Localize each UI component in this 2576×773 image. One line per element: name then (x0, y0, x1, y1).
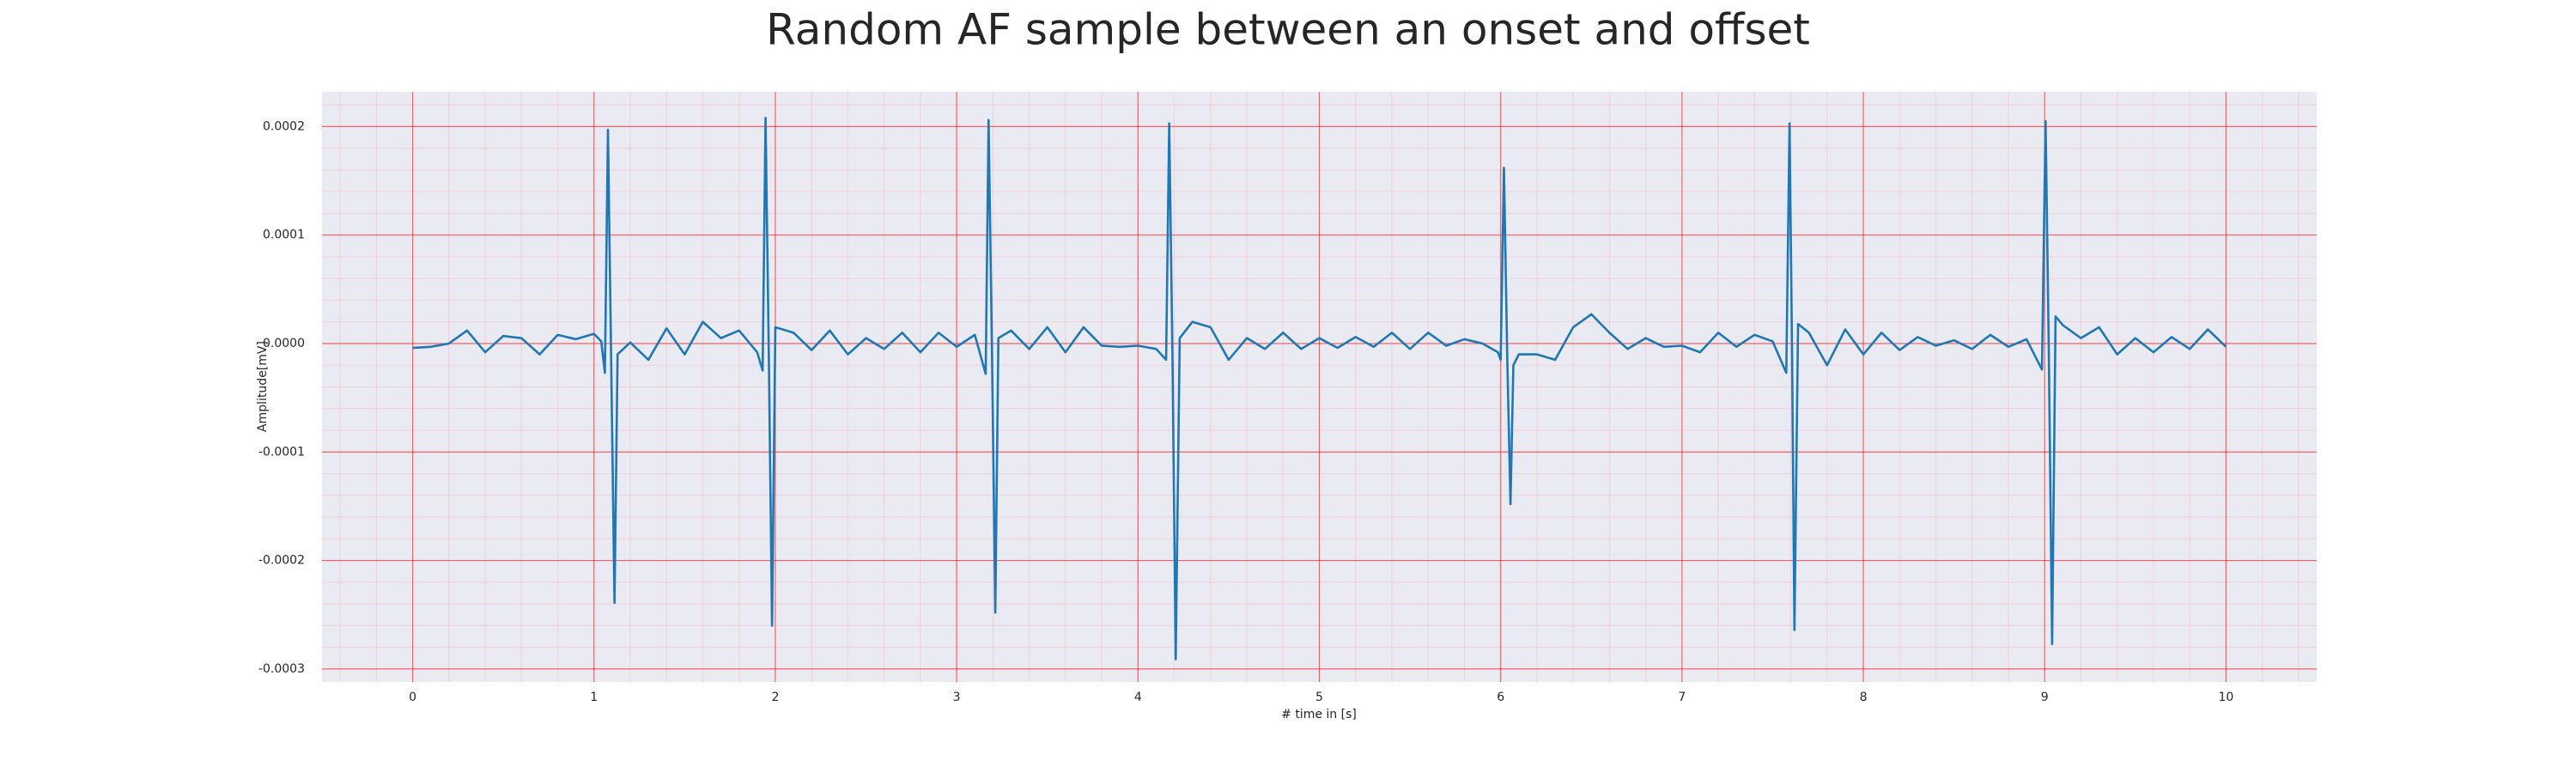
marks (412, 117, 2227, 660)
y-axis-label: Amplitude[mV] (256, 341, 270, 432)
x-tick-label: 5 (1315, 691, 1323, 704)
x-tick-label: 7 (1678, 691, 1686, 704)
y-tick-label: -0.0001 (258, 445, 305, 459)
x-tick-label: 9 (2041, 691, 2049, 704)
grid (322, 92, 2317, 682)
y-tick-label: -0.0002 (258, 554, 305, 568)
y-tick-label: -0.0003 (258, 662, 305, 676)
x-tick-label: 10 (2218, 691, 2233, 704)
y-tick-label: 0.0001 (263, 228, 305, 242)
x-tick-label: 2 (771, 691, 779, 704)
x-tick-label: 6 (1497, 691, 1504, 704)
x-tick-label: 3 (953, 691, 961, 704)
x-tick-label: 8 (1860, 691, 1868, 704)
y-tick-label: 0.0002 (263, 119, 305, 133)
x-axis-label: # time in [s] (1281, 708, 1357, 721)
x-tick-label: 4 (1134, 691, 1142, 704)
chart-title: Random AF sample between an onset and of… (766, 5, 1810, 55)
y-tick-label: 0.0000 (263, 337, 305, 350)
signal-line (412, 117, 2227, 660)
x-tick-label: 1 (590, 691, 598, 704)
x-tick-label: 0 (409, 691, 416, 704)
